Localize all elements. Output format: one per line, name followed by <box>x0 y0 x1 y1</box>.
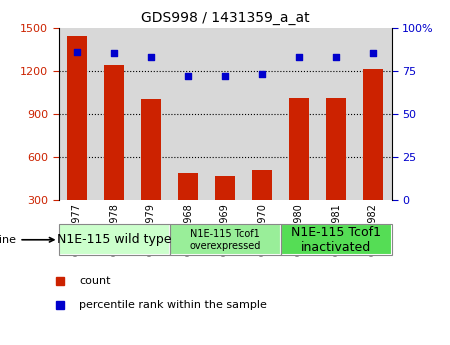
Bar <box>58 28 95 200</box>
Bar <box>215 176 235 200</box>
Point <box>258 71 265 77</box>
Point <box>73 49 81 55</box>
Bar <box>95 28 132 200</box>
Bar <box>178 173 198 200</box>
Bar <box>170 224 280 255</box>
Bar <box>132 28 170 200</box>
Bar <box>363 69 383 200</box>
Bar <box>58 224 170 255</box>
Text: N1E-115 wild type: N1E-115 wild type <box>57 233 171 246</box>
Bar <box>67 36 87 200</box>
Title: GDS998 / 1431359_a_at: GDS998 / 1431359_a_at <box>141 11 309 25</box>
Text: N1E-115 Tcof1
inactivated: N1E-115 Tcof1 inactivated <box>291 226 381 254</box>
Bar <box>280 224 392 255</box>
Bar <box>289 98 309 200</box>
Bar <box>104 65 124 200</box>
Point <box>110 51 117 56</box>
Text: N1E-115 Tcof1
overexpressed: N1E-115 Tcof1 overexpressed <box>189 229 261 250</box>
Point <box>295 54 302 60</box>
Text: count: count <box>79 276 111 286</box>
Point <box>333 54 340 60</box>
Bar <box>326 98 346 200</box>
Bar <box>170 28 207 200</box>
Bar <box>355 28 392 200</box>
Bar <box>141 99 161 200</box>
Point <box>184 73 192 79</box>
Bar <box>318 28 355 200</box>
Bar <box>280 28 318 200</box>
Bar <box>280 224 392 255</box>
Point <box>221 73 229 79</box>
Bar <box>170 224 280 255</box>
Bar <box>207 28 243 200</box>
Bar <box>243 28 280 200</box>
Text: cell line: cell line <box>0 235 54 245</box>
Text: percentile rank within the sample: percentile rank within the sample <box>79 300 267 310</box>
Bar <box>252 170 272 200</box>
Bar <box>58 224 170 255</box>
Point <box>369 51 377 56</box>
Point <box>148 54 155 60</box>
